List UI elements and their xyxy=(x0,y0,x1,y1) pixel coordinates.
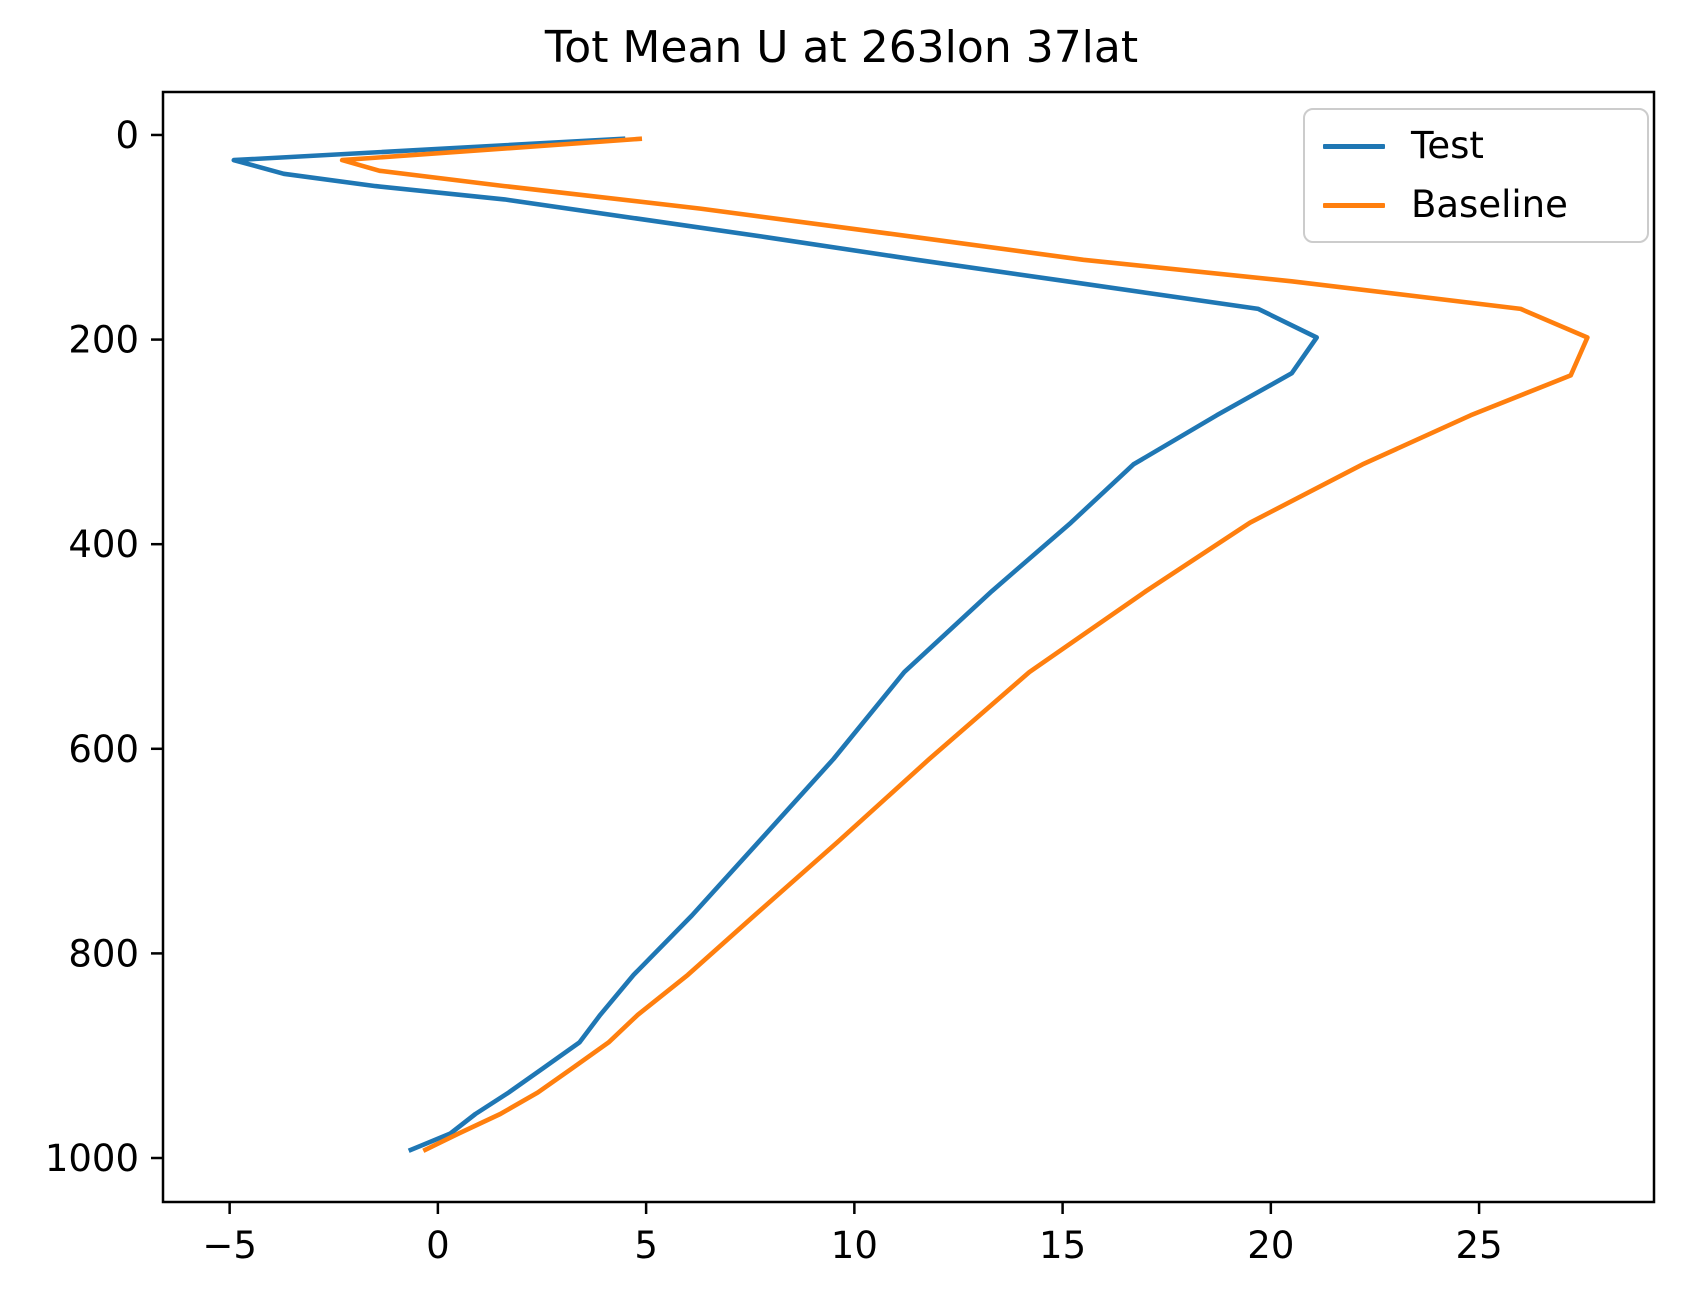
legend-label-baseline: Baseline xyxy=(1411,182,1568,226)
y-axis-tick-label: 200 xyxy=(68,319,139,362)
y-axis-tick-label: 800 xyxy=(68,932,139,975)
legend-item-test: Test xyxy=(1323,124,1623,167)
x-axis-tick-label: 5 xyxy=(634,1224,658,1267)
y-axis-tick-label: 600 xyxy=(68,728,139,771)
y-axis-tick-label: 400 xyxy=(68,523,139,566)
x-axis-tick-label: 25 xyxy=(1456,1224,1503,1267)
plot-frame xyxy=(161,90,1656,1204)
test-line-swatch xyxy=(1323,143,1385,149)
x-axis-tick-label: 15 xyxy=(1039,1224,1086,1267)
y-axis-tick-label: 0 xyxy=(115,114,139,157)
baseline-line xyxy=(339,136,1590,1153)
legend-label-test: Test xyxy=(1411,124,1484,167)
x-axis-tick-label: 0 xyxy=(426,1224,450,1267)
legend-item-baseline: Baseline xyxy=(1323,182,1623,226)
baseline-line-swatch xyxy=(1323,202,1385,208)
x-axis-tick-label: 20 xyxy=(1247,1224,1294,1267)
x-axis-tick-label: −5 xyxy=(202,1224,257,1267)
legend: Test Baseline xyxy=(1303,108,1649,244)
x-axis-tick-label: 10 xyxy=(831,1224,878,1267)
test-line xyxy=(231,136,1319,1153)
chart-title: Tot Mean U at 263lon 37lat xyxy=(544,22,1139,73)
y-axis-tick-label: 1000 xyxy=(45,1137,139,1180)
